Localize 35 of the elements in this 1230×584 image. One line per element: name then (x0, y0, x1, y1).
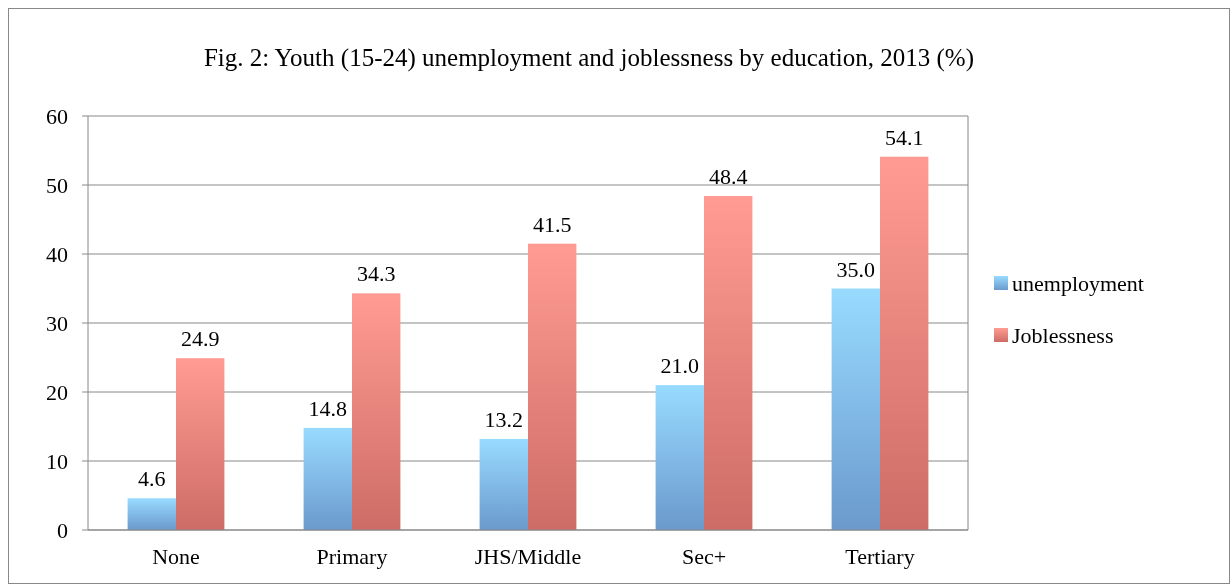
bar (831, 288, 880, 530)
y-tick-label: 30 (46, 310, 68, 336)
x-tick-label: Sec+ (681, 544, 727, 569)
bar (655, 385, 704, 530)
data-label: 4.6 (138, 466, 166, 492)
y-tick-label: 20 (46, 379, 68, 405)
legend-label: Joblessness (1012, 322, 1114, 348)
x-tick-label: JHS/Middle (474, 544, 582, 569)
data-label: 35.0 (836, 256, 876, 282)
x-tick-label: Primary (316, 544, 388, 569)
y-tick-label: 0 (57, 517, 68, 543)
bar (880, 156, 929, 530)
bar (479, 438, 528, 530)
data-label: 54.1 (884, 124, 924, 150)
bar (704, 196, 753, 530)
y-tick-label: 60 (46, 103, 68, 129)
x-tick-label: None (152, 544, 200, 569)
bar (127, 498, 176, 530)
y-tick-label: 40 (46, 241, 68, 267)
data-label: 14.8 (308, 395, 348, 421)
data-label: 41.5 (532, 211, 572, 237)
data-label: 48.4 (708, 164, 748, 190)
y-tick-label: 10 (46, 448, 68, 474)
legend-label: unemployment (1012, 270, 1144, 296)
y-tick-label: 50 (46, 172, 68, 198)
bar (176, 358, 225, 530)
x-tick-label: Tertiary (845, 544, 915, 569)
data-label: 34.3 (356, 261, 396, 287)
chart-title: Fig. 2: Youth (15-24) unemployment and joblessness by education, 2013 (%) (203, 44, 975, 72)
bar (528, 243, 577, 530)
data-label: 13.2 (484, 406, 524, 432)
bar (352, 293, 401, 530)
bar (303, 427, 352, 530)
data-label: 21.0 (660, 353, 700, 379)
data-label: 24.9 (180, 326, 220, 352)
